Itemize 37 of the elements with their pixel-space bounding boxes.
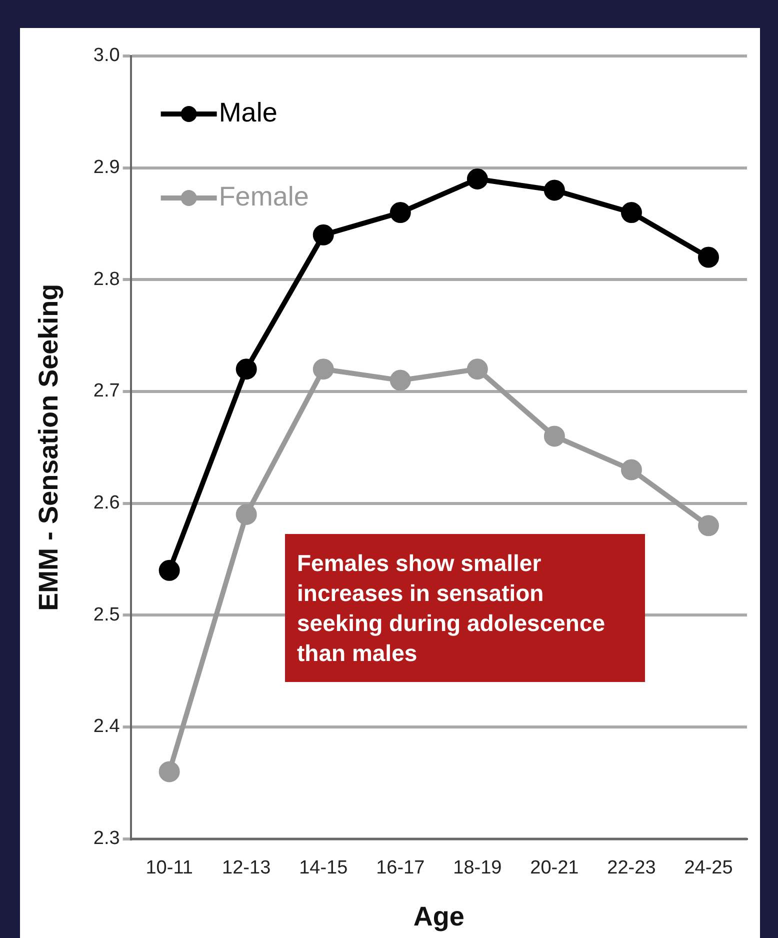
legend-label: Male	[218, 97, 278, 128]
y-tick-label: 2.3	[93, 828, 120, 850]
y-tick-label: 2.6	[93, 492, 120, 514]
x-tick-label: 14-15	[299, 857, 348, 878]
point	[620, 202, 642, 224]
legend-label: Female	[218, 181, 309, 212]
x-tick-label: 20-21	[530, 857, 579, 878]
point	[390, 202, 411, 224]
point	[390, 370, 411, 391]
x-tick-label: 24-25	[684, 857, 733, 878]
annotation: Females show smaller increases in sensation seeking during adolescence than males	[285, 534, 645, 682]
y-axis-title: EMM - Sensation Seeking	[34, 284, 64, 611]
point	[312, 224, 334, 246]
x-axis-title: Age	[413, 901, 464, 932]
point	[620, 459, 642, 480]
point	[158, 761, 180, 782]
point	[466, 168, 488, 190]
point	[158, 560, 180, 581]
point	[544, 426, 565, 447]
point	[466, 358, 488, 380]
y-tick-label: 2.5	[93, 604, 120, 626]
x-tick-label: 22-23	[607, 857, 656, 878]
point	[236, 358, 257, 380]
y-tick-label: 2.9	[93, 157, 120, 178]
point	[544, 180, 565, 201]
y-tick-label: 2.8	[93, 268, 120, 290]
y-tick-label: 3.0	[93, 45, 120, 66]
x-tick-label: 12-13	[222, 857, 271, 878]
point	[698, 246, 719, 268]
x-tick-label: 10-11	[146, 857, 193, 878]
y-tick-label: 2.4	[93, 716, 120, 738]
point	[236, 504, 257, 525]
point	[312, 358, 334, 380]
y-tick-label: 2.7	[93, 380, 120, 402]
x-tick-label: 16-17	[376, 857, 425, 878]
point	[698, 515, 719, 536]
x-tick-label: 18-19	[453, 857, 502, 878]
